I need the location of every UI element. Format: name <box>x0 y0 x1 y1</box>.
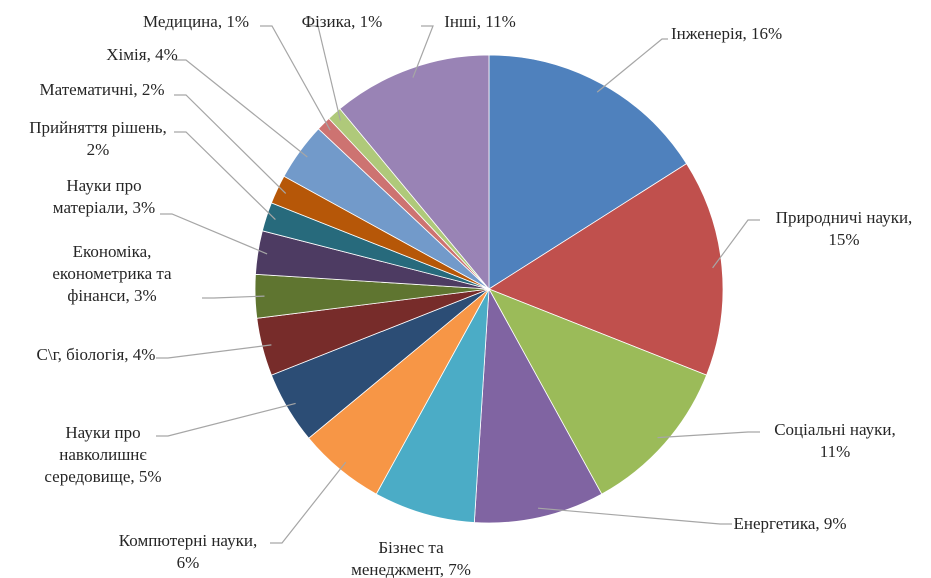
data-label-line: Компютерні науки, <box>119 531 257 550</box>
pie-slice-енергетика <box>473 287 603 524</box>
leader-lines <box>156 25 760 544</box>
leader-line <box>174 131 276 221</box>
data-label-line: 2% <box>87 140 110 159</box>
pie-slice-природничі-науки <box>488 163 724 376</box>
leader-line <box>412 25 434 78</box>
data-label-line: Інші, 11% <box>444 12 516 31</box>
data-label-line: Хімія, 4% <box>106 45 177 64</box>
leader-line <box>712 219 760 269</box>
pie-slice-інженерія <box>488 54 688 290</box>
data-label-соціальні-науки: Соціальні науки, 11% <box>774 420 896 461</box>
data-label-line: Інженерія, 16% <box>671 24 782 43</box>
leader-line <box>174 59 308 158</box>
data-label-хімія: Хімія, 4% <box>106 45 177 64</box>
data-labels: Інженерія, 16% Природничі науки, 15% Соціал… <box>29 12 912 578</box>
leader-line <box>596 38 668 93</box>
data-label-інженерія: Інженерія, 16% <box>671 24 782 43</box>
pie-slices <box>254 54 724 524</box>
data-label-line: економетрика та <box>52 264 172 283</box>
data-label-line: 11% <box>820 442 851 461</box>
data-label-line: 6% <box>177 553 200 572</box>
data-label-науки-про-навколишнє-середовище: Науки про навколишнє середовище, 5% <box>44 423 161 486</box>
data-label-прийняття-рішень: Прийняття рішень, 2% <box>29 118 167 159</box>
leader-line <box>156 344 272 359</box>
data-label-line: матеріали, 3% <box>53 198 155 217</box>
data-label-інші: Інші, 11% <box>444 12 516 31</box>
pie-slice-соціальні-науки <box>488 288 708 495</box>
data-label-line: Енергетика, 9% <box>733 514 846 533</box>
data-label-line: Соціальні науки, <box>774 420 896 439</box>
data-label-с-г-біологія: С\г, біологія, 4% <box>37 345 156 364</box>
data-label-економіка-економетрика-та-фінанси: Економіка, економетрика та фінанси, 3% <box>52 242 172 305</box>
leader-line <box>270 461 347 544</box>
data-label-line: С\г, біологія, 4% <box>37 345 156 364</box>
data-label-line: Математичні, 2% <box>39 80 164 99</box>
data-label-бізнес-та-менеджмент: Бізнес та менеджмент, 7% <box>351 538 471 578</box>
data-label-line: Прийняття рішень, <box>29 118 167 137</box>
data-label-line: Фізика, 1% <box>302 12 383 31</box>
data-label-line: Науки про <box>65 423 140 442</box>
data-label-природничі-науки: Природничі науки, 15% <box>776 208 913 249</box>
data-label-line: Природничі науки, <box>776 208 913 227</box>
leader-line <box>306 25 341 121</box>
data-label-line: середовище, 5% <box>44 467 161 486</box>
data-label-line: Економіка, <box>73 242 152 261</box>
leader-line <box>260 25 331 131</box>
data-label-line: Медицина, 1% <box>143 12 249 31</box>
data-label-медицина: Медицина, 1% <box>143 12 249 31</box>
data-label-математичні: Математичні, 2% <box>39 80 164 99</box>
leader-line <box>160 213 268 255</box>
leader-line <box>657 431 760 439</box>
data-label-компютерні-науки: Компютерні науки, 6% <box>119 531 257 572</box>
data-label-line: фінанси, 3% <box>67 286 156 305</box>
data-label-line: 15% <box>828 230 859 249</box>
data-label-фізика: Фізика, 1% <box>302 12 383 31</box>
pie-slice-бізнес-та-менеджмент <box>375 288 490 523</box>
leader-line <box>156 402 296 437</box>
pie-slice-інші <box>339 54 490 291</box>
data-label-line: Науки про <box>66 176 141 195</box>
leader-line <box>174 94 287 194</box>
data-label-line: навколишнє <box>59 445 147 464</box>
leader-line <box>202 295 265 299</box>
data-label-науки-про-матеріали: Науки про матеріали, 3% <box>53 176 155 217</box>
data-label-line: Бізнес та <box>378 538 444 557</box>
data-label-line: менеджмент, 7% <box>351 560 471 578</box>
data-label-енергетика: Енергетика, 9% <box>733 514 846 533</box>
leader-line <box>537 507 732 525</box>
